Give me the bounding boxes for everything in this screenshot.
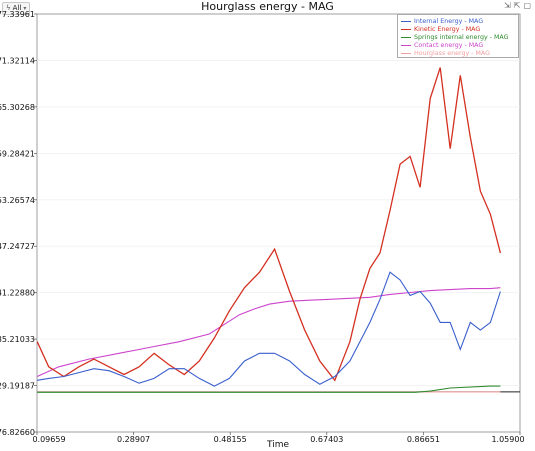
chevron-down-icon: ▾ xyxy=(23,4,27,12)
filter-label: All xyxy=(12,4,22,12)
y-tick-label: 9953.26574 xyxy=(0,196,35,205)
legend-label: Hourglass energy - MAG xyxy=(414,49,490,57)
collapse-icon[interactable]: ⇲ xyxy=(504,1,511,10)
x-axis-title: Time xyxy=(266,440,289,450)
legend-label: Springs internal energy - MAG xyxy=(414,33,509,41)
legend-item: Kinetic Energy - MAG xyxy=(401,25,515,33)
series-line-3 xyxy=(36,287,501,378)
expand-icon[interactable]: ⇱ xyxy=(513,1,521,10)
filter-dropdown[interactable]: ϟ All ▾ xyxy=(2,1,31,15)
x-tick-label: 0.67403 xyxy=(310,435,343,444)
legend-label: Contact energy - MAG xyxy=(414,41,484,49)
series-line-2 xyxy=(37,385,501,393)
legend-item: Internal Energy - MAG xyxy=(401,17,515,25)
window-controls: ⇲ ⇱ ▢ xyxy=(504,1,531,10)
series-layer xyxy=(36,67,502,393)
series-line-0 xyxy=(37,271,501,387)
legend-item: Hourglass energy - MAG xyxy=(401,49,515,57)
filter-icon: ϟ xyxy=(6,4,11,12)
y-tick-label: 19577.33961 xyxy=(0,10,35,19)
y-tick-label: 12359.28421 xyxy=(0,149,35,158)
y-tick-label: 2735.21033 xyxy=(0,335,35,344)
legend-swatch xyxy=(401,52,411,54)
x-axis: 0.09659 0.28907 0.48155 0.67403 0.86651 1.059… xyxy=(32,432,525,444)
legend-swatch xyxy=(401,44,411,46)
legend-item: Contact energy - MAG xyxy=(401,41,515,49)
y-tick-label: 17171.32114 xyxy=(0,56,35,65)
y-tick-label: 7547.24727 xyxy=(0,242,35,251)
y-tick-label: 5141.22880 xyxy=(0,289,35,298)
series-line-1 xyxy=(36,67,502,382)
x-tick-label: 0.09659 xyxy=(32,435,65,444)
y-tick-label: 329.19187 xyxy=(0,382,35,391)
legend-swatch xyxy=(401,20,411,22)
plot-area xyxy=(36,13,521,433)
x-tick-label: 0.48155 xyxy=(214,435,247,444)
x-tick-label: 0.28907 xyxy=(117,435,150,444)
legend-swatch xyxy=(401,28,411,30)
y-tick-label: 14765.30268 xyxy=(0,103,35,112)
x-tick-label: 1.05900 xyxy=(491,435,524,444)
legend-item: Springs internal energy - MAG xyxy=(401,33,515,41)
y-tick-label: -2076.82660 xyxy=(0,428,35,437)
y-axis: -2076.82660 329.19187 2735.21033 5141.22880… xyxy=(0,10,37,437)
x-tick-label: 0.86651 xyxy=(407,435,440,444)
maximize-icon[interactable]: ▢ xyxy=(523,1,531,10)
chart-title: Hourglass energy - MAG xyxy=(201,0,334,13)
legend: Internal Energy - MAG Kinetic Energy - MA… xyxy=(397,14,519,58)
toolbar: ϟ All ▾ xyxy=(2,1,31,15)
legend-label: Kinetic Energy - MAG xyxy=(414,25,481,33)
legend-swatch xyxy=(401,36,411,38)
legend-label: Internal Energy - MAG xyxy=(414,17,484,25)
